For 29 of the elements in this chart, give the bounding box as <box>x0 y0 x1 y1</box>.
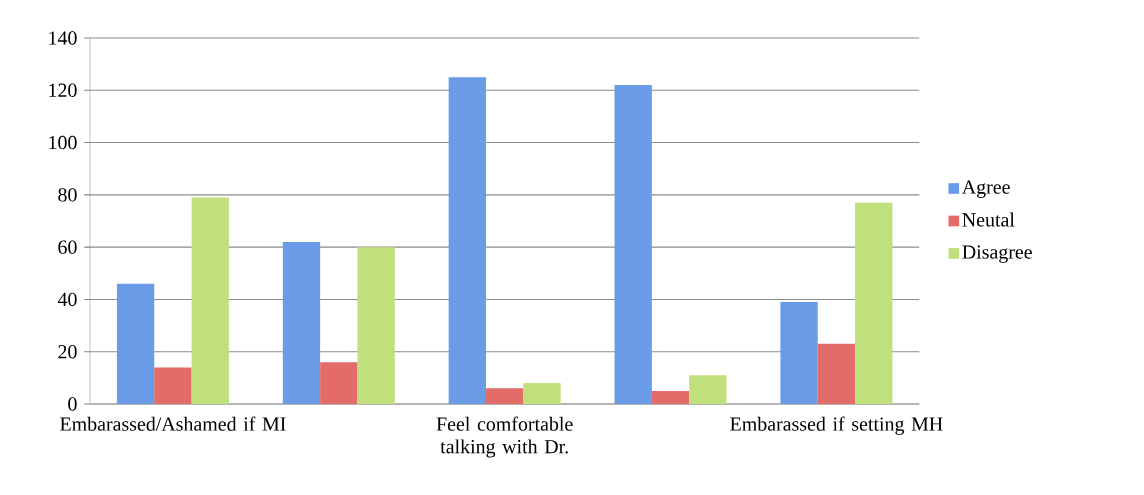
bar <box>448 77 486 404</box>
y-tick-label: 60 <box>58 240 77 254</box>
x-tick-label: Embarassed if setting MH <box>730 416 943 435</box>
bar <box>320 362 358 404</box>
bar <box>116 283 155 404</box>
x-tick-label: Embarassed/Ashamed if MI <box>60 416 286 431</box>
legend-label: Neutal <box>962 212 1015 227</box>
bar <box>780 302 818 404</box>
y-tick-label: 120 <box>49 83 77 97</box>
y-tick-label: 0 <box>68 397 77 411</box>
bar <box>191 197 229 404</box>
legend-label: Disagree <box>962 245 1032 263</box>
x-tick-label: Feel comfortable talking with Dr. <box>436 416 573 458</box>
bar <box>486 388 524 404</box>
y-tick-label: 40 <box>57 292 77 307</box>
bar <box>651 390 690 404</box>
bar <box>614 85 652 404</box>
bar <box>817 343 856 404</box>
bar <box>154 367 192 404</box>
bar <box>523 383 561 404</box>
bar <box>282 241 321 404</box>
bar <box>855 202 893 404</box>
y-tick-label: 100 <box>49 135 77 150</box>
y-tick-label: 80 <box>58 188 77 202</box>
legend-label: Agree <box>961 180 1010 198</box>
bar <box>689 375 727 404</box>
y-tick-label: 140 <box>49 31 77 45</box>
bar <box>357 247 395 404</box>
y-tick-label: 20 <box>58 344 77 359</box>
